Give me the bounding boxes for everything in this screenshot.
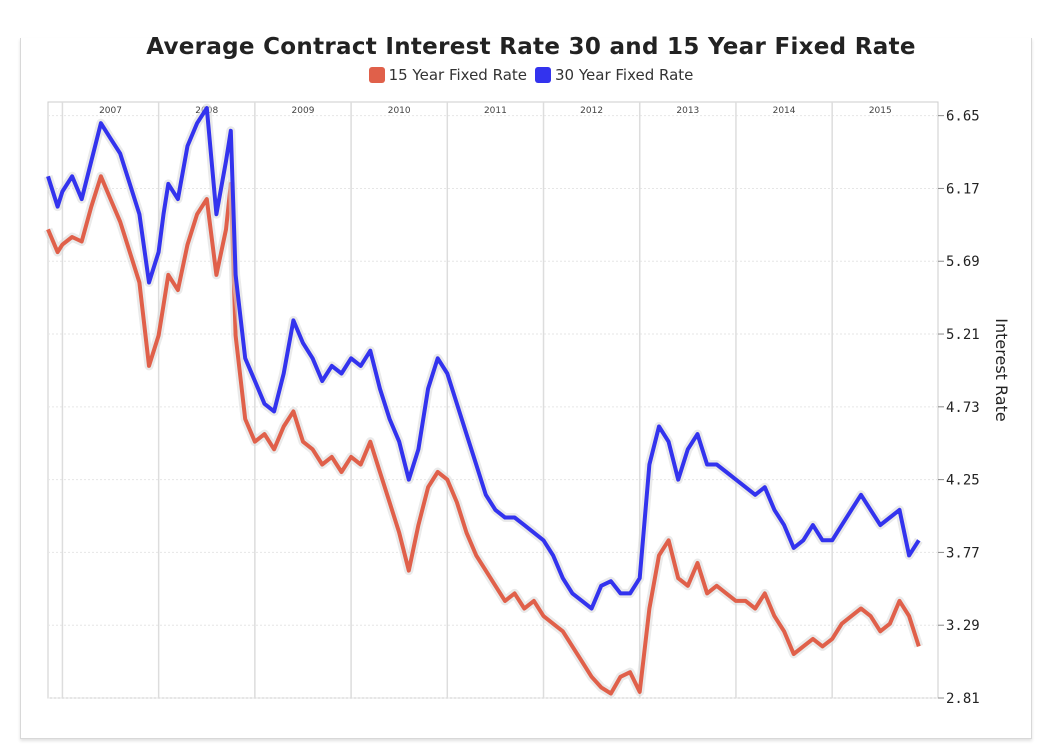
chart-title: Average Contract Interest Rate 30 and 15… bbox=[146, 34, 916, 60]
x-tick-label: 2009 bbox=[292, 106, 315, 116]
x-tick-label: 2014 bbox=[773, 106, 796, 116]
y-tick-label: 6.17 bbox=[946, 181, 980, 197]
y-tick-label: 5.21 bbox=[946, 327, 980, 343]
x-tick-label: 2015 bbox=[869, 106, 892, 116]
y-tick-label: 5.69 bbox=[946, 254, 980, 270]
y-tick-label: 3.29 bbox=[946, 618, 980, 634]
y-tick-label: 4.73 bbox=[946, 400, 980, 416]
series-line-30-year bbox=[46, 106, 921, 611]
legend-item-15-year[interactable]: 15 Year Fixed Rate bbox=[368, 66, 527, 84]
x-tick-label: 2012 bbox=[580, 106, 603, 116]
y-tick-label: 3.77 bbox=[946, 545, 980, 561]
legend-label-30-year: 30 Year Fixed Rate bbox=[555, 66, 694, 84]
x-tick-label: 2007 bbox=[99, 106, 122, 116]
x-tick-label: 2010 bbox=[388, 106, 411, 116]
y-tick-label: 4.25 bbox=[946, 473, 980, 489]
x-tick-label: 2013 bbox=[676, 106, 699, 116]
legend-item-30-year[interactable]: 30 Year Fixed Rate bbox=[535, 66, 693, 84]
series-shadow-0 bbox=[43, 171, 924, 698]
legend-label-15-year: 15 Year Fixed Rate bbox=[388, 66, 527, 84]
x-tick-label: 2011 bbox=[484, 106, 507, 116]
legend-swatch-30-year bbox=[535, 67, 551, 83]
legend-swatch-15-year bbox=[368, 67, 385, 83]
y-tick-label: 2.81 bbox=[946, 691, 980, 707]
series-line-15-year bbox=[46, 174, 921, 696]
y-tick-label: 6.65 bbox=[946, 109, 980, 125]
y-axis-title: Interest Rate bbox=[992, 318, 1011, 421]
legend: 15 Year Fixed Rate 30 Year Fixed Rate bbox=[0, 66, 1062, 84]
